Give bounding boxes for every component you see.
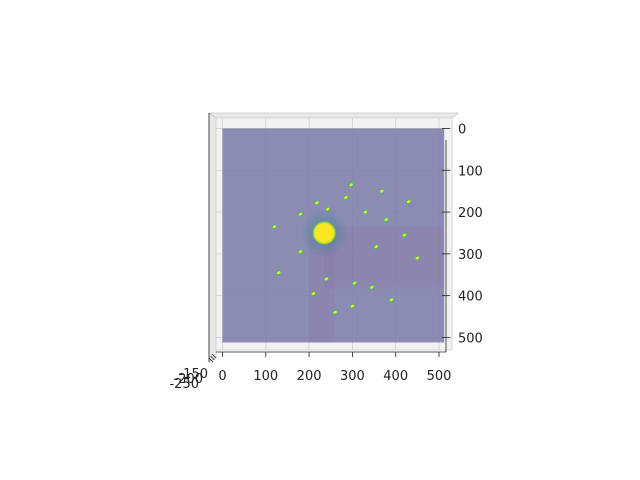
x-tick-label-3: 300	[340, 369, 365, 384]
spot-20	[389, 298, 394, 302]
spot-12	[374, 245, 378, 249]
spot-0	[349, 183, 353, 187]
z-tick-2	[211, 353, 217, 359]
y-tick-label-1: 100	[458, 164, 483, 179]
z-tick-label-0: -150	[178, 367, 208, 382]
x-tick-label-5: 500	[427, 369, 452, 384]
x-tick-label-4: 400	[383, 369, 408, 384]
spot-15	[277, 271, 281, 275]
z-tick-0	[208, 357, 214, 363]
spot-19	[311, 292, 316, 295]
spot-6	[298, 212, 303, 216]
spot-22	[333, 311, 337, 314]
z-tick-1	[210, 355, 215, 361]
spot-3	[344, 196, 348, 199]
spot-2	[407, 200, 411, 203]
x-axis: 0 100 200 300 400 500	[216, 351, 452, 384]
diffraction-image	[222, 128, 445, 343]
spot-1	[380, 189, 384, 193]
spot-9	[272, 225, 277, 229]
y-tick-label-3: 300	[458, 248, 483, 263]
x-tick-label-0: 0	[218, 369, 226, 384]
center-beam	[311, 220, 337, 246]
x-tick-label-2: 200	[297, 369, 322, 384]
z-tick-label-2: -250	[169, 377, 199, 392]
spot-21	[350, 304, 355, 308]
spot-7	[363, 210, 368, 214]
y-axis: 0 100 200 300 400 500	[442, 122, 483, 352]
spot-10	[402, 233, 407, 237]
spot-16	[324, 277, 329, 281]
spot-4	[315, 201, 319, 205]
z-tick-label-1: -200	[173, 372, 203, 387]
left-pane	[208, 112, 217, 363]
spot-13	[298, 250, 303, 254]
spot-8	[384, 218, 388, 221]
y-tick-label-2: 200	[458, 206, 483, 221]
y-tick-label-4: 400	[458, 290, 483, 305]
spot-14	[415, 256, 420, 260]
spot-18	[370, 285, 374, 289]
x-tick-label-1: 100	[253, 369, 278, 384]
y-tick-label-0: 0	[458, 122, 466, 137]
back-pane	[208, 112, 460, 119]
diffraction-spots	[271, 182, 421, 315]
spot-17	[352, 281, 357, 285]
y-tick-label-5: 500	[458, 331, 483, 346]
z-axis: -150-200-250	[169, 113, 217, 392]
